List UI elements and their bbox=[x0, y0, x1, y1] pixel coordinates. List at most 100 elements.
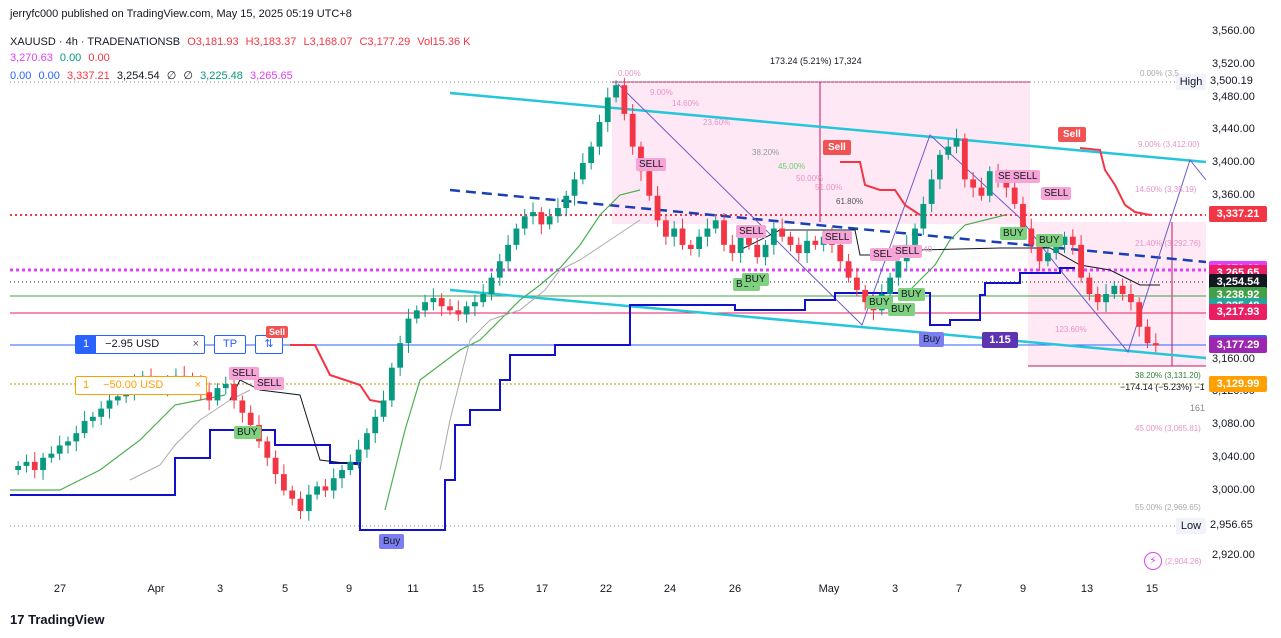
candle-body[interactable] bbox=[555, 208, 561, 217]
candle-body[interactable] bbox=[98, 408, 105, 417]
candle-body[interactable] bbox=[521, 216, 528, 229]
candle-body[interactable] bbox=[654, 195, 661, 221]
candle-body[interactable] bbox=[1044, 253, 1051, 262]
candle-body[interactable] bbox=[912, 228, 918, 245]
candle-body[interactable] bbox=[488, 277, 495, 294]
candle-body[interactable] bbox=[397, 343, 404, 368]
candle-body[interactable] bbox=[704, 228, 711, 237]
candle-body[interactable] bbox=[81, 420, 88, 434]
candle-body[interactable] bbox=[1136, 302, 1143, 327]
candle-body[interactable] bbox=[937, 154, 943, 180]
candle-body[interactable] bbox=[588, 146, 595, 163]
candle-body[interactable] bbox=[953, 138, 960, 147]
candle-body[interactable] bbox=[206, 392, 213, 401]
candle-body[interactable] bbox=[596, 122, 603, 147]
candle-body[interactable] bbox=[114, 396, 121, 401]
candle-body[interactable] bbox=[430, 298, 437, 303]
candle-body[interactable] bbox=[314, 486, 321, 495]
candle-body[interactable] bbox=[347, 461, 354, 471]
candle-body[interactable] bbox=[945, 146, 952, 155]
candle-body[interactable] bbox=[73, 433, 80, 442]
candle-body[interactable] bbox=[496, 261, 503, 278]
candle-body[interactable] bbox=[65, 441, 71, 446]
candle-body[interactable] bbox=[413, 310, 420, 319]
candle-body[interactable] bbox=[696, 236, 703, 249]
candle-body[interactable] bbox=[887, 277, 894, 294]
candle-body[interactable] bbox=[1036, 244, 1043, 262]
candle-body[interactable] bbox=[15, 465, 22, 471]
candle-body[interactable] bbox=[1111, 285, 1118, 294]
candle-body[interactable] bbox=[322, 486, 329, 491]
candle-body[interactable] bbox=[56, 445, 63, 454]
candle-body[interactable] bbox=[1069, 236, 1076, 245]
candle-body[interactable] bbox=[538, 212, 545, 225]
candle-body[interactable] bbox=[106, 400, 113, 409]
candle-body[interactable] bbox=[862, 289, 869, 303]
candle-body[interactable] bbox=[339, 470, 345, 479]
candle-body[interactable] bbox=[746, 236, 752, 245]
candle-body[interactable] bbox=[1119, 285, 1126, 294]
candle-body[interactable] bbox=[986, 171, 993, 196]
candle-body[interactable] bbox=[671, 228, 678, 237]
candle-body[interactable] bbox=[23, 461, 30, 466]
candle-body[interactable] bbox=[380, 400, 387, 417]
candle-body[interactable] bbox=[795, 244, 802, 254]
candle-body[interactable] bbox=[447, 306, 453, 311]
candle-body[interactable] bbox=[330, 478, 337, 491]
candle-body[interactable] bbox=[754, 244, 761, 258]
candle-body[interactable] bbox=[1003, 179, 1010, 188]
tp-button[interactable]: TP bbox=[214, 335, 246, 354]
candle-body[interactable] bbox=[837, 244, 844, 262]
candle-body[interactable] bbox=[530, 212, 536, 217]
candle-body[interactable] bbox=[928, 179, 935, 204]
candle-body[interactable] bbox=[621, 85, 628, 114]
candle-body[interactable] bbox=[214, 388, 221, 401]
candle-body[interactable] bbox=[687, 244, 694, 249]
candle-body[interactable] bbox=[40, 457, 46, 471]
candle-body[interactable] bbox=[455, 310, 462, 315]
candle-body[interactable] bbox=[1020, 203, 1026, 229]
candle-body[interactable] bbox=[422, 302, 428, 311]
candle-body[interactable] bbox=[1094, 294, 1101, 303]
candle-body[interactable] bbox=[372, 416, 379, 434]
candle-body[interactable] bbox=[1128, 294, 1134, 303]
candle-body[interactable] bbox=[280, 474, 287, 491]
candle-body[interactable] bbox=[961, 138, 968, 180]
candle-body[interactable] bbox=[920, 203, 927, 229]
candle-body[interactable] bbox=[355, 449, 362, 462]
candle-body[interactable] bbox=[364, 433, 370, 450]
candle-body[interactable] bbox=[31, 461, 38, 471]
order-line-1[interactable]: 1 −2.95 USD × bbox=[75, 335, 205, 354]
candle-body[interactable] bbox=[463, 306, 470, 315]
candle-body[interactable] bbox=[1152, 343, 1159, 346]
order-line-2[interactable]: 1 −50.00 USD × bbox=[75, 376, 207, 395]
candle-body[interactable] bbox=[405, 318, 412, 344]
candle-body[interactable] bbox=[1011, 187, 1018, 204]
candle-body[interactable] bbox=[388, 367, 395, 401]
candle-body[interactable] bbox=[571, 179, 578, 196]
candle-body[interactable] bbox=[89, 416, 96, 421]
candle-body[interactable] bbox=[1103, 294, 1109, 303]
candle-body[interactable] bbox=[770, 228, 777, 245]
candle-body[interactable] bbox=[895, 261, 902, 278]
candle-body[interactable] bbox=[762, 244, 769, 258]
candle-body[interactable] bbox=[812, 240, 819, 245]
candle-body[interactable] bbox=[629, 113, 636, 147]
candle-body[interactable] bbox=[737, 236, 744, 254]
candle-body[interactable] bbox=[505, 244, 512, 262]
candle-body[interactable] bbox=[297, 498, 304, 511]
candle-body[interactable] bbox=[729, 244, 736, 254]
candle-body[interactable] bbox=[721, 220, 727, 245]
candle-body[interactable] bbox=[804, 240, 810, 254]
candle-body[interactable] bbox=[853, 277, 860, 290]
candle-body[interactable] bbox=[970, 179, 977, 188]
candle-body[interactable] bbox=[1061, 236, 1068, 245]
candle-body[interactable] bbox=[272, 457, 279, 475]
candle-body[interactable] bbox=[546, 216, 553, 225]
candle-body[interactable] bbox=[1086, 277, 1093, 294]
candle-body[interactable] bbox=[289, 490, 296, 499]
candle-body[interactable] bbox=[480, 294, 487, 303]
candle-body[interactable] bbox=[1028, 228, 1035, 245]
candle-body[interactable] bbox=[239, 400, 246, 413]
